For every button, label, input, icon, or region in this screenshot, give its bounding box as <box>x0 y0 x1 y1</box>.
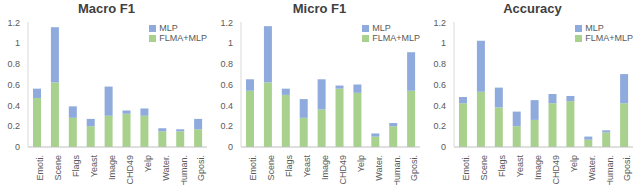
svg-text:CHD49: CHD49 <box>125 155 135 185</box>
svg-text:0: 0 <box>441 142 446 152</box>
svg-text:0.6: 0.6 <box>433 80 446 90</box>
svg-text:Image: Image <box>320 155 330 180</box>
svg-text:Water.: Water. <box>587 155 597 181</box>
svg-text:Image: Image <box>107 155 117 180</box>
html-text:Micro F1: Micro F1 <box>292 1 347 16</box>
svg-text:0: 0 <box>228 142 233 152</box>
svg-text:0.6: 0.6 <box>8 80 20 90</box>
svg-text:Human.: Human. <box>605 155 615 185</box>
svg-text:1: 1 <box>441 38 446 48</box>
svg-text:0.4: 0.4 <box>433 101 446 111</box>
svg-text:0.4: 0.4 <box>220 101 233 111</box>
svg-text:0.8: 0.8 <box>8 59 20 69</box>
svg-text:1.2: 1.2 <box>433 18 446 28</box>
svg-text:0.2: 0.2 <box>220 121 233 131</box>
svg-text:CHD49: CHD49 <box>338 155 348 185</box>
svg-text:Scene: Scene <box>266 155 276 181</box>
svg-text:1: 1 <box>228 38 233 48</box>
svg-text:Flags: Flags <box>71 155 81 178</box>
html-text:FLMA+MLP: FLMA+MLP <box>159 33 207 43</box>
svg-text:Scene: Scene <box>479 155 489 181</box>
svg-text:0.2: 0.2 <box>8 121 20 131</box>
svg-text:0: 0 <box>15 142 20 152</box>
html-text:MLP: MLP <box>585 23 604 33</box>
svg-text:Yelp: Yelp <box>569 155 579 172</box>
svg-text:1.2: 1.2 <box>220 18 233 28</box>
svg-text:Flags: Flags <box>497 155 507 178</box>
svg-text:Emoti.: Emoti. <box>248 155 258 181</box>
html-text:Macro F1: Macro F1 <box>78 1 135 16</box>
svg-text:Human.: Human. <box>179 155 189 185</box>
svg-text:0.2: 0.2 <box>433 121 446 131</box>
svg-text:Water.: Water. <box>374 155 384 181</box>
svg-text:0.8: 0.8 <box>433 59 446 69</box>
svg-text:Yelp: Yelp <box>143 155 153 172</box>
svg-text:Yeast: Yeast <box>515 155 525 178</box>
svg-text:1.2: 1.2 <box>8 18 20 28</box>
html-text:MLP: MLP <box>159 23 178 33</box>
svg-text:Yeast: Yeast <box>89 155 99 178</box>
svg-text:Emoti.: Emoti. <box>35 155 45 181</box>
svg-text:Gposi.: Gposi. <box>196 155 206 181</box>
svg-text:Gposi.: Gposi. <box>409 155 419 181</box>
html-text:FLMA+MLP: FLMA+MLP <box>585 33 633 43</box>
svg-text:1: 1 <box>15 38 20 48</box>
svg-text:Human.: Human. <box>392 155 402 185</box>
svg-text:CHD49: CHD49 <box>551 155 561 185</box>
svg-text:Emoti.: Emoti. <box>461 155 471 181</box>
svg-text:0.6: 0.6 <box>220 80 233 90</box>
svg-text:Flags: Flags <box>284 155 294 178</box>
svg-text:Yelp: Yelp <box>356 155 366 172</box>
svg-text:0.8: 0.8 <box>220 59 233 69</box>
svg-text:Scene: Scene <box>53 155 63 181</box>
html-text:FLMA+MLP: FLMA+MLP <box>372 33 420 43</box>
svg-text:Gposi.: Gposi. <box>622 155 632 181</box>
html-text:MLP: MLP <box>372 23 391 33</box>
svg-text:0.4: 0.4 <box>8 101 20 111</box>
html-text:Accuracy: Accuracy <box>503 1 562 16</box>
svg-text:Water.: Water. <box>161 155 171 181</box>
svg-text:Yeast: Yeast <box>302 155 312 178</box>
svg-text:Image: Image <box>533 155 543 180</box>
